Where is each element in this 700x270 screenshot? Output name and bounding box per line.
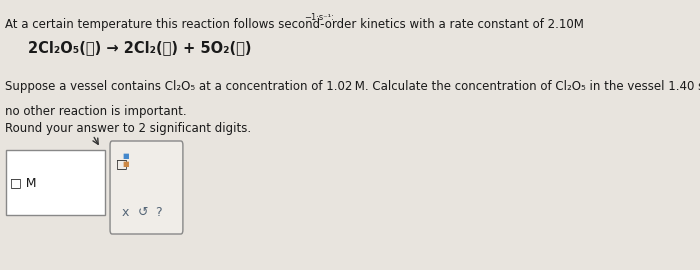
Text: Suppose a vessel contains Cl₂O₅ at a concentration of 1.02 M. Calculate the conc: Suppose a vessel contains Cl₂O₅ at a con… (5, 80, 700, 93)
Text: At a certain temperature this reaction follows second-order kinetics with a rate: At a certain temperature this reaction f… (5, 18, 584, 31)
Text: ↺: ↺ (138, 205, 148, 218)
Bar (6, 150, 106, 215)
Text: −1·s⁻¹:: −1·s⁻¹: (304, 13, 333, 22)
Text: ?: ? (155, 205, 162, 218)
Text: Round your answer to 2 significant digits.: Round your answer to 2 significant digit… (5, 122, 251, 135)
Text: □ M: □ M (10, 176, 36, 189)
Text: ■: ■ (122, 161, 129, 167)
Text: x: x (121, 205, 129, 218)
Text: ■: ■ (122, 153, 129, 159)
Text: 2Cl₂O₅(ᴯ) → 2Cl₂(ᴯ) + 5O₂(ᴯ): 2Cl₂O₅(ᴯ) → 2Cl₂(ᴯ) + 5O₂(ᴯ) (28, 40, 251, 55)
Text: no other reaction is important.: no other reaction is important. (5, 105, 187, 118)
FancyBboxPatch shape (110, 141, 183, 234)
Text: □: □ (116, 157, 128, 170)
